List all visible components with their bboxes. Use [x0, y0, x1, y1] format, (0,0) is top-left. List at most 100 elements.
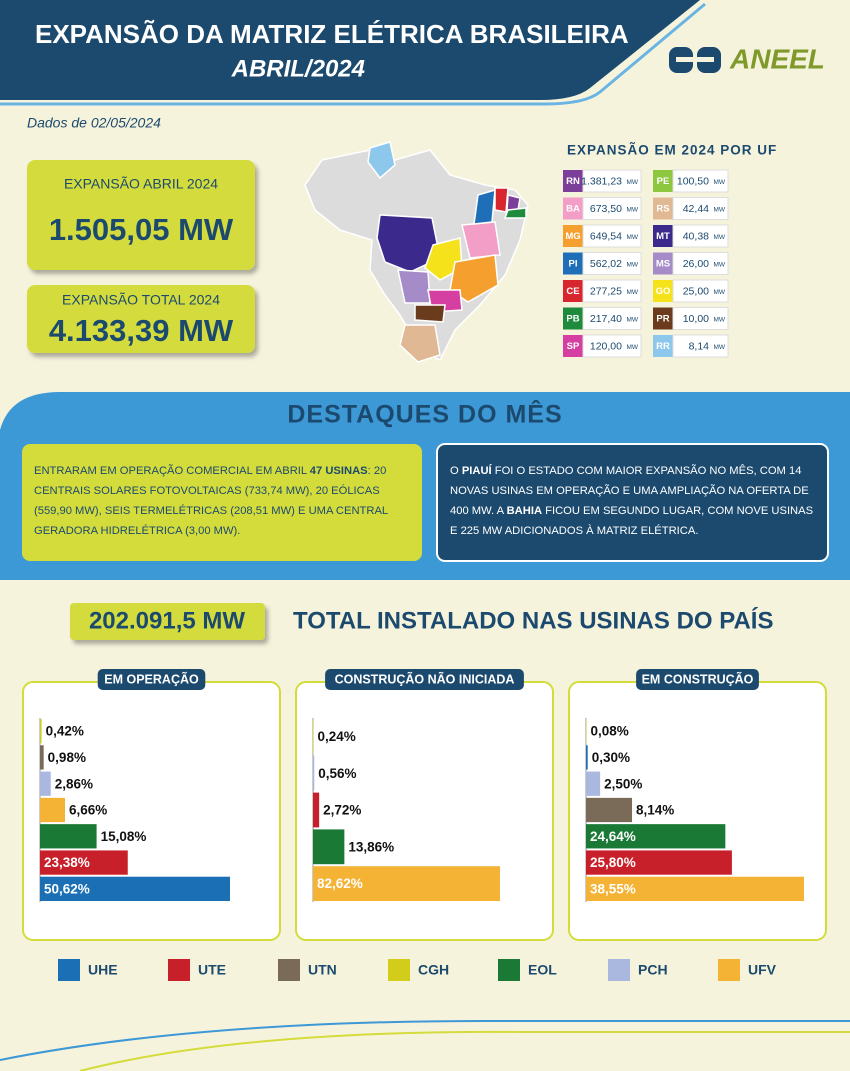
highlight-segment: 47 usinas	[309, 465, 368, 477]
title: EXPANSÃO DA MATRIZ ELÉTRICA BRASILEIRA	[35, 19, 629, 49]
value-label: 38,55%	[590, 881, 636, 896]
uf-code: MT	[656, 231, 670, 242]
uf-unit: MW	[713, 317, 725, 324]
date-note: Dados de 02/05/2024	[27, 115, 161, 131]
uf-value: 8,14	[689, 340, 710, 352]
uf-value: 217,40	[590, 313, 622, 325]
highlight-segment: : 20 centrais solares fotovoltaicas (733…	[34, 465, 388, 537]
value-label: 2,72%	[323, 803, 361, 818]
legend-label: UHE	[88, 962, 118, 978]
uf-unit: MW	[713, 207, 725, 214]
legend-swatch	[608, 959, 630, 981]
value-label: 25,80%	[590, 855, 636, 870]
chart-title: EM OPERAÇÃO	[104, 671, 199, 686]
value-label: 23,38%	[44, 855, 90, 870]
uf-value-box	[672, 334, 729, 358]
uf-chip	[563, 170, 583, 192]
uf-value-box	[582, 334, 642, 358]
bar	[313, 719, 314, 754]
value-label: 2,86%	[55, 776, 93, 791]
uf-unit: MW	[626, 234, 638, 241]
chart-title-tab	[325, 669, 524, 690]
chart-title-tab	[97, 669, 206, 690]
bar	[586, 771, 601, 796]
bar	[40, 824, 97, 849]
uf-value-box	[582, 197, 642, 220]
kpi-label: EXPANSÃO TOTAL 2024	[62, 292, 220, 308]
uf-chip	[653, 335, 673, 357]
legend-label: UTE	[198, 962, 226, 978]
uf-value: 40,38	[683, 230, 709, 242]
highlight-segment: Piauí	[461, 465, 492, 477]
uf-code: GO	[656, 286, 671, 297]
uf-chip	[653, 225, 673, 247]
uf-value-box	[582, 279, 642, 303]
uf-chip	[653, 252, 673, 275]
highlight-text: O Piauí foi o estado com maior expansão …	[450, 461, 820, 541]
map	[304, 141, 529, 363]
uf-code: CE	[566, 286, 579, 297]
uf-code: RN	[566, 176, 580, 187]
value-label: 0,98%	[48, 750, 86, 765]
uf-unit: MW	[626, 207, 638, 214]
uf-chip	[653, 170, 673, 192]
uf-chip	[563, 197, 583, 220]
legend-label: PCH	[638, 962, 668, 978]
uf-value: 277,25	[590, 285, 622, 297]
bar	[586, 876, 804, 901]
uf-value-box	[672, 197, 729, 220]
kpi-label: EXPANSÃO ABRIL 2024	[64, 176, 218, 192]
uf-unit: MW	[713, 289, 725, 296]
legend-swatch	[168, 959, 190, 981]
legend-swatch	[718, 959, 740, 981]
header-line	[0, 2, 706, 106]
bar	[313, 792, 320, 828]
legend-label: UTN	[308, 962, 337, 978]
highlight-box	[436, 443, 829, 562]
highlights-title: DESTAQUES DO MÊS	[287, 399, 562, 429]
value-label: 15,08%	[101, 829, 147, 844]
bar	[40, 850, 128, 875]
uf-value: 120,00	[590, 340, 622, 352]
chart-title: CONSTRUÇÃO NÃO INICIADA	[335, 671, 515, 686]
kpi-box	[27, 285, 255, 353]
highlight-segment: foi o estado com maior expansão no mês, …	[450, 465, 809, 517]
value-label: 0,30%	[592, 750, 630, 765]
value-label: 24,64%	[590, 829, 636, 844]
uf-title: EXPANSÃO EM 2024 POR UF	[567, 143, 777, 158]
bar	[40, 771, 51, 796]
uf-chip	[563, 307, 583, 330]
value-label: 50,62%	[44, 881, 90, 896]
bar	[586, 824, 726, 849]
uf-value: 562,02	[590, 258, 622, 270]
value-label: 82,62%	[317, 876, 363, 891]
uf-unit: MW	[626, 179, 638, 186]
uf-chip	[563, 335, 583, 357]
legend-swatch	[58, 959, 80, 981]
logo: ANEEL	[669, 43, 825, 74]
bar	[40, 745, 44, 770]
uf-unit: MW	[713, 344, 725, 351]
uf-value-box	[582, 252, 642, 275]
legend-swatch	[498, 959, 520, 981]
highlight-segment: ficou em segundo lugar, com nove usinas …	[450, 505, 814, 537]
bar	[40, 876, 230, 901]
uf-unit: MW	[626, 289, 638, 296]
uf-value-box	[582, 169, 642, 193]
total-value: 202.091,5 MW	[89, 607, 245, 634]
uf-value-box	[672, 252, 729, 275]
value-label: 2,50%	[604, 776, 642, 791]
uf-code: RR	[656, 341, 670, 352]
uf-value-box	[672, 169, 729, 193]
total-label: TOTAL INSTALADO NAS USINAS DO PAÍS	[293, 606, 773, 634]
legend-label: EOL	[528, 962, 557, 978]
uf-chip	[563, 252, 583, 275]
header-band	[0, 0, 700, 100]
bar	[586, 745, 588, 770]
uf-chip	[653, 280, 673, 302]
kpi-box	[27, 160, 255, 270]
highlight-box	[22, 444, 422, 561]
decor-line	[79, 1030, 850, 1071]
value-label: 13,86%	[348, 839, 394, 854]
